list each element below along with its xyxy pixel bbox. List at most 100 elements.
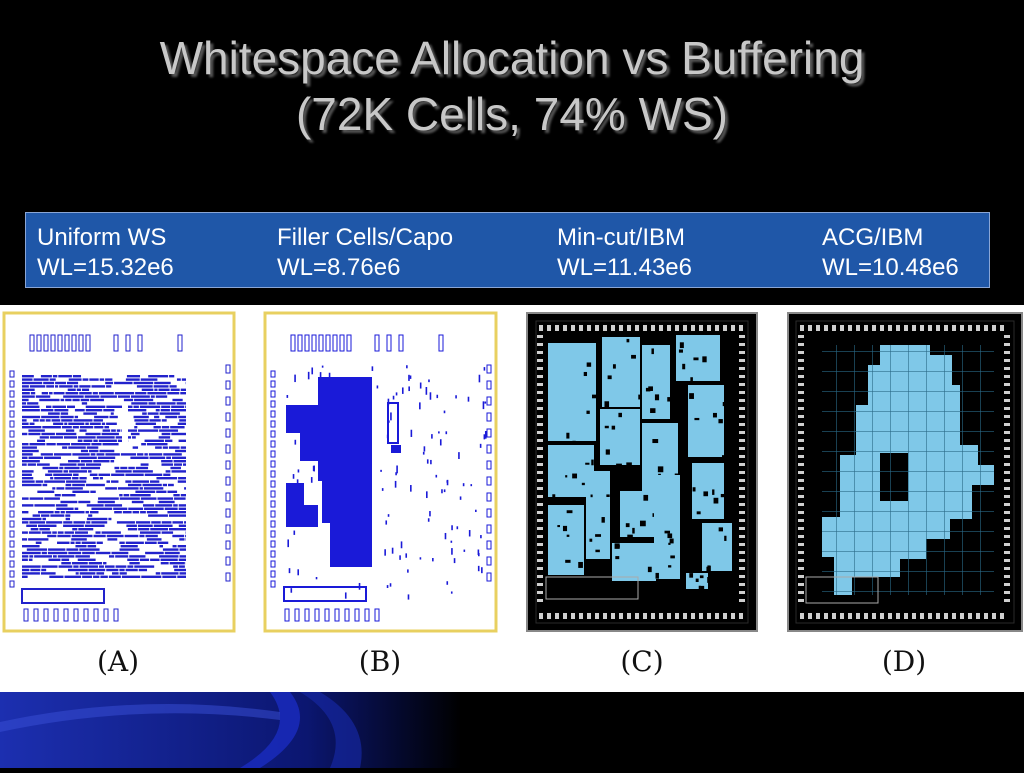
placed-cell (103, 443, 119, 445)
placed-cell (148, 402, 155, 404)
placed-cell (74, 385, 79, 387)
placed-cell (93, 477, 99, 479)
placed-cell (114, 467, 119, 469)
cluster-gap (631, 355, 636, 359)
placed-cell (108, 518, 111, 520)
placed-cell (159, 389, 170, 391)
placed-cell (145, 552, 164, 554)
placed-cell (28, 538, 48, 540)
io-pad (1004, 487, 1010, 490)
slide-title-line-2: (72K Cells, 74% WS) (0, 86, 1024, 142)
placed-cell (22, 406, 39, 408)
placed-cell (41, 514, 49, 516)
placed-cell (22, 477, 33, 479)
placed-cell (436, 395, 438, 398)
io-pad (667, 613, 671, 619)
placed-cell (82, 576, 92, 578)
grid-line (822, 391, 994, 392)
placed-cell (133, 446, 138, 448)
io-pad (537, 463, 543, 466)
io-pad (928, 613, 932, 619)
cluster-gap (667, 533, 672, 538)
placed-cell (428, 379, 430, 382)
placed-cell (41, 416, 59, 418)
io-pad (579, 613, 583, 619)
placed-cell (145, 440, 164, 442)
placed-cell (36, 480, 44, 482)
placed-cell (156, 477, 177, 479)
placed-cell (446, 581, 448, 585)
placed-cell (158, 542, 169, 544)
io-pad (798, 343, 804, 346)
placed-cell (128, 528, 137, 530)
placed-cell (170, 426, 184, 428)
placed-cell (469, 530, 471, 536)
placed-cell (22, 545, 40, 547)
placed-cell (72, 535, 93, 537)
placed-cell (426, 387, 428, 395)
placed-cell (161, 463, 173, 465)
panel-c-letter: (C) (612, 645, 672, 678)
cluster-gap (632, 528, 634, 534)
placed-cell (99, 450, 114, 452)
placed-cell (179, 419, 186, 421)
placed-cell (66, 429, 74, 431)
placed-cell (179, 525, 186, 527)
placed-cell (126, 378, 140, 380)
placed-cell (109, 416, 117, 418)
io-pad (1004, 335, 1010, 338)
io-pad (537, 543, 543, 546)
placed-cell (134, 399, 153, 401)
placed-cell (287, 539, 289, 547)
placed-cell (475, 510, 477, 512)
placed-cell (28, 429, 44, 431)
placed-cell (174, 569, 186, 571)
placed-cell (458, 452, 460, 459)
placed-cell (102, 423, 105, 425)
placed-cell (58, 531, 64, 533)
io-pad (840, 325, 844, 331)
placed-cell (136, 423, 156, 425)
io-pad (739, 447, 745, 450)
placed-cell (98, 457, 115, 459)
placed-cell (141, 576, 161, 578)
placed-cell (169, 528, 186, 530)
placed-cell (136, 467, 148, 469)
placed-cell (445, 431, 447, 434)
io-pad (537, 599, 543, 602)
placed-cell (127, 375, 140, 377)
io-pad (952, 613, 956, 619)
placed-cell (435, 475, 437, 478)
cluster-gap (713, 413, 717, 418)
placed-cell (105, 487, 117, 489)
placed-cell (311, 505, 313, 511)
placed-cell (170, 467, 181, 469)
placed-cell (22, 484, 42, 486)
placed-cell (480, 535, 482, 538)
placed-cell (142, 484, 161, 486)
placed-cell (290, 409, 292, 414)
io-pad (896, 613, 900, 619)
placed-cell (22, 453, 33, 455)
cluster-gap (638, 395, 640, 400)
placed-cell (141, 463, 149, 465)
io-pad (920, 613, 924, 619)
placed-cell (172, 535, 184, 537)
method-label-bar: Uniform WS WL=15.32e6 Filler Cells/Capo … (25, 212, 990, 288)
method-name: Min-cut/IBM (557, 223, 692, 253)
placed-cell (90, 423, 101, 425)
placed-cell (68, 446, 86, 448)
placed-cell (316, 577, 318, 579)
method-name: ACG/IBM (822, 223, 959, 253)
placed-cell (61, 412, 68, 414)
placed-cell (86, 463, 101, 465)
placed-cell (147, 538, 162, 540)
grid-line (822, 591, 994, 592)
placed-cell (148, 375, 168, 377)
io-pad (880, 613, 884, 619)
placed-cell (427, 459, 429, 463)
placed-cell (120, 467, 127, 469)
placed-cell (380, 470, 382, 472)
io-pad (537, 407, 543, 410)
placed-cell (163, 474, 170, 476)
